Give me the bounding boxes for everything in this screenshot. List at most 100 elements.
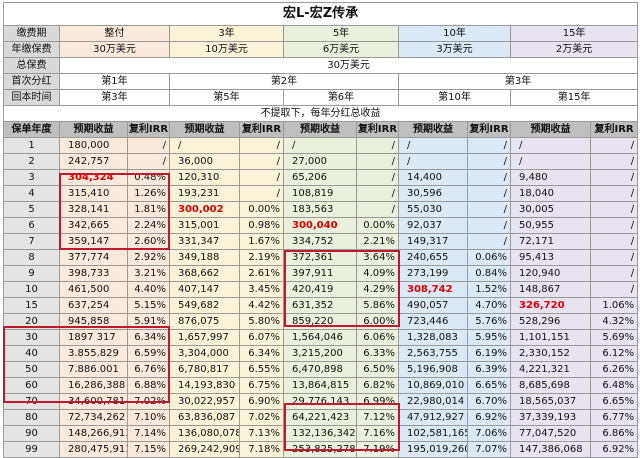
expected-return-cell: 273,199 [398,265,468,282]
irr-cell: 3.21% [127,265,170,282]
expected-return-cell: 13,864,815 [283,377,357,394]
table-row: 20 945,858 5.91% 876,075 5.80% 859,220 6.00% 72… [3,313,639,330]
policy-year-cell: 4 [3,185,60,202]
expected-return-cell: 490,057 [398,297,468,314]
table-row: 50 7.886.001 6.76% 6,780,817 6.55% 6,470,898 6… [3,361,639,378]
irr-cell: / [356,201,399,218]
expected-return-cell: 326,720 [510,297,591,314]
irr-cell: 6.50% [356,361,399,378]
expected-return-cell: 195,019,260 [398,441,468,458]
expected-return-cell: 280,475,911 [59,441,128,458]
expected-return-cell: 945,858 [59,313,128,330]
expected-return-cell: 3,304,000 [169,345,240,362]
table-row: 3 304,324 0.48% 120,310/65,206/14,400/9,480… [3,169,639,186]
irr-cell: 5.76% [467,313,511,330]
expected-return-cell: 148,266,913 [59,425,128,442]
irr-cell: 6.12% [589,345,639,362]
expected-return-cell: 63,836,087 [169,409,240,426]
expected-return-cell: 16,286,388 [59,377,128,394]
first-dividend-cell: 第3年 [397,73,639,90]
expected-return-cell: 315,001 [169,217,240,234]
expected-return-cell: 242,757 [59,153,128,170]
expected-return-cell: 315,410 [59,185,128,202]
payback-cell: 第10年 [398,89,511,106]
expected-return-cell: 120,310 [169,169,240,186]
policy-year-cell: 6 [3,217,60,234]
expected-return-cell: 136,080,078 [169,425,240,442]
expected-return-cell: 64,221,423 [283,409,357,426]
expected-return-cell: 8,685,698 [510,377,591,394]
policy-year-cell: 10 [3,281,60,298]
irr-cell: / [239,185,284,202]
irr-cell: 6.39% [467,361,511,378]
expected-return-cell: 30,022,957 [169,393,240,410]
expected-return-cell: 72,734,262 [59,409,128,426]
irr-cell: 7.13% [239,425,284,442]
policy-year-cell: 15 [3,297,60,314]
irr-cell: / [467,233,511,250]
irr-cell: 0.48% [127,169,170,186]
irr-cell: 6.70% [467,393,511,410]
irr-cell: / [239,153,284,170]
policy-year-cell: 40 [3,345,60,362]
irr-cell: / [467,185,511,202]
expected-return-cell: 308,742 [398,281,468,298]
irr-cell: 2.61% [239,265,284,282]
irr-cell: 4.42% [239,297,284,314]
expected-return-cell: 300,002 [169,201,240,218]
irr-cell: 6.59% [127,345,170,362]
irr-cell: / [127,153,170,170]
first-dividend-cell: 第1年 [59,73,170,90]
irr-cell: / [589,217,639,234]
table-row: 8 377,774 2.92% 349,188 2.19% 372,361 3.64% 240… [3,249,639,266]
irr-cell: / [356,169,399,186]
irr-cell: 0.84% [467,265,511,282]
expected-return-cell: 72,171 [510,233,591,250]
irr-cell: / [589,169,639,186]
irr-cell: / [467,217,511,234]
irr-cell: 2.92% [127,249,170,266]
expected-column-header: 预期收益 [283,121,357,138]
expected-return-cell: 65,206 [283,169,357,186]
irr-cell: 5.91% [127,313,170,330]
irr-cell: 6.06% [356,329,399,346]
expected-return-cell: 193,231 [169,185,240,202]
expected-column-header: 预期收益 [510,121,591,138]
table-row: 99 280,475,911 7.15% 269,242,909 7.18% 253,82… [3,441,639,458]
irr-cell: 6.65% [467,377,511,394]
expected-return-cell: 420,419 [283,281,357,298]
expected-return-cell: 34,600,781 [59,393,128,410]
table-row: 40 3.855.829 6.59% 3,304,000 6.34% 3,215,200 6… [3,345,639,362]
irr-cell: / [589,281,639,298]
irr-cell: 6.90% [239,393,284,410]
table-row: 70 34,600,781 7.02% 30,022,957 6.90% 29,776,1… [3,393,639,410]
irr-cell: 3.45% [239,281,284,298]
irr-cell: 7.07% [467,441,511,458]
expected-column-header: 预期收益 [169,121,240,138]
irr-cell: 6.34% [127,329,170,346]
section-note: 不提取下，每年分红总收益 [2,105,639,122]
expected-return-cell: 18,565,037 [510,393,591,410]
irr-cell: 4.70% [467,297,511,314]
policy-year-cell: 70 [3,393,60,410]
irr-cell: 0.98% [239,217,284,234]
irr-cell: 2.60% [127,233,170,250]
pay-period-cell: 3年 [169,25,284,42]
table-row: 10 461,500 4.40% 407,147 3.45% 420,419 4.29% 30… [3,281,639,298]
expected-return-cell: 342,665 [59,217,128,234]
expected-return-cell: 253,825,278 [283,441,357,458]
irr-cell: / [356,185,399,202]
irr-cell: / [467,153,511,170]
expected-return-cell: 1,657,997 [169,329,240,346]
expected-return-cell: 407,147 [169,281,240,298]
annual-premium-cell: 10万美元 [169,41,284,58]
policy-year-cell: 2 [3,153,60,170]
irr-cell: 6.92% [589,441,639,458]
irr-cell: 7.02% [127,393,170,410]
irr-cell: 2.24% [127,217,170,234]
expected-return-cell: 876,075 [169,313,240,330]
irr-cell: 7.15% [127,441,170,458]
table-row: 9 398,733 3.21% 368,662 2.61% 397,911 4.09% 273… [3,265,639,282]
expected-return-cell: 461,500 [59,281,128,298]
irr-cell: / [589,249,639,266]
